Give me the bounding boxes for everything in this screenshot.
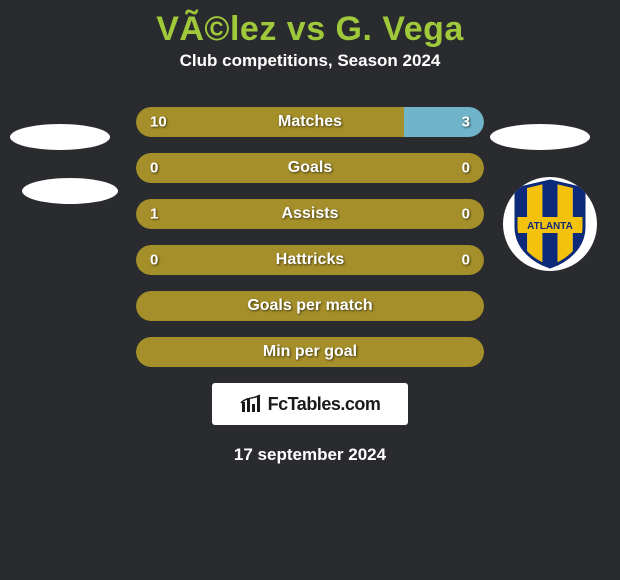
stat-row: Hattricks 0 0 [136, 245, 484, 275]
atlanta-shield-icon: ATLANTA [512, 179, 588, 269]
svg-text:ATLANTA: ATLANTA [527, 221, 573, 232]
page-subtitle: Club competitions, Season 2024 [0, 51, 620, 107]
stat-label: Min per goal [263, 343, 357, 361]
stat-row: Matches 10 3 [136, 107, 484, 137]
player2-graphic-1 [490, 124, 590, 150]
stat-bar-right [310, 153, 484, 183]
stat-row: Assists 1 0 [136, 199, 484, 229]
stat-bar-left [136, 153, 310, 183]
fctables-logo-icon [240, 394, 262, 414]
stat-row: Goals 0 0 [136, 153, 484, 183]
stat-label: Matches [278, 113, 342, 131]
fctables-label: FcTables.com [268, 394, 381, 415]
stat-label: Goals [288, 159, 332, 177]
stat-label: Assists [282, 205, 339, 223]
page-title: VÃ©lez vs G. Vega [0, 0, 620, 51]
stat-value-left: 10 [150, 114, 167, 131]
stat-bar-right [404, 107, 484, 137]
stat-value-right: 0 [462, 252, 470, 269]
stat-value-right: 3 [462, 114, 470, 131]
club-badge-atlanta: ATLANTA [503, 177, 597, 271]
stat-label: Hattricks [276, 251, 344, 269]
stat-label: Goals per match [247, 297, 372, 315]
stat-value-right: 0 [462, 160, 470, 177]
stat-value-right: 0 [462, 206, 470, 223]
stat-value-left: 1 [150, 206, 158, 223]
stat-bar-left [136, 107, 404, 137]
player1-graphic-1 [10, 124, 110, 150]
stat-row: Goals per match [136, 291, 484, 321]
date-label: 17 september 2024 [0, 445, 620, 465]
stat-value-left: 0 [150, 160, 158, 177]
stat-row: Min per goal [136, 337, 484, 367]
stat-value-left: 0 [150, 252, 158, 269]
player1-graphic-2 [22, 178, 118, 204]
fctables-link[interactable]: FcTables.com [212, 383, 408, 425]
